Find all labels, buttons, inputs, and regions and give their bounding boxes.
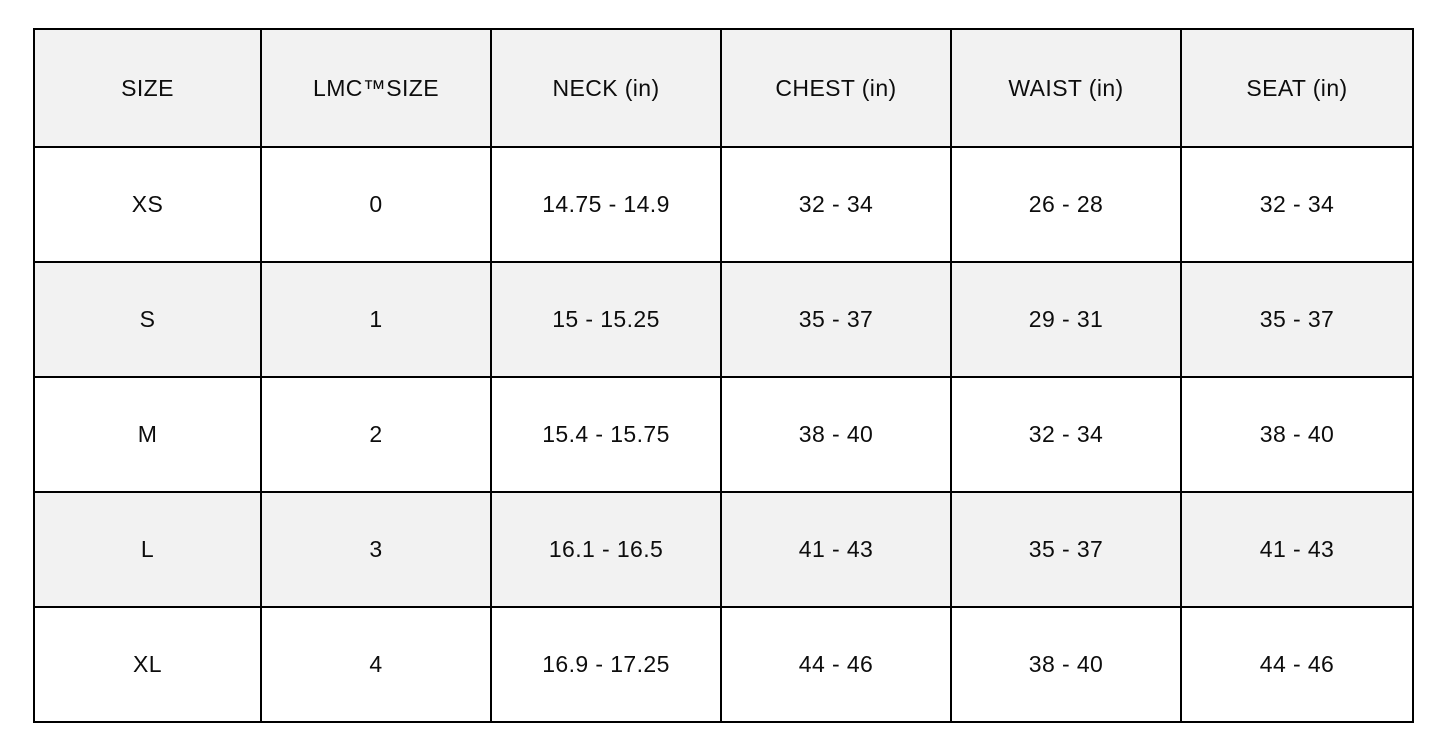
size-cell: S [33,261,262,378]
chest-cell: 32 - 34 [720,146,952,263]
column-header-neck: NECK (in) [490,28,722,148]
column-header-lmc-size: LMC™SIZE [260,28,492,148]
lmc-size-cell: 0 [260,146,492,263]
waist-cell: 26 - 28 [950,146,1182,263]
lmc-size-cell: 2 [260,376,492,493]
size-cell: M [33,376,262,493]
waist-cell: 29 - 31 [950,261,1182,378]
seat-cell: 32 - 34 [1180,146,1414,263]
table-row-s: S 1 15 - 15.25 35 - 37 29 - 31 35 - 37 [33,261,1414,378]
table-row-l: L 3 16.1 - 16.5 41 - 43 35 - 37 41 - 43 [33,491,1414,608]
column-header-size: SIZE [33,28,262,148]
column-header-waist: WAIST (in) [950,28,1182,148]
lmc-size-cell: 1 [260,261,492,378]
size-cell: L [33,491,262,608]
table-row-xl: XL 4 16.9 - 17.25 44 - 46 38 - 40 44 - 4… [33,606,1414,723]
neck-cell: 14.75 - 14.9 [490,146,722,263]
waist-cell: 32 - 34 [950,376,1182,493]
size-cell: XL [33,606,262,723]
neck-cell: 16.9 - 17.25 [490,606,722,723]
chest-cell: 35 - 37 [720,261,952,378]
seat-cell: 44 - 46 [1180,606,1414,723]
lmc-size-cell: 4 [260,606,492,723]
chest-cell: 38 - 40 [720,376,952,493]
table-row-m: M 2 15.4 - 15.75 38 - 40 32 - 34 38 - 40 [33,376,1414,493]
seat-cell: 35 - 37 [1180,261,1414,378]
neck-cell: 15 - 15.25 [490,261,722,378]
waist-cell: 38 - 40 [950,606,1182,723]
waist-cell: 35 - 37 [950,491,1182,608]
neck-cell: 15.4 - 15.75 [490,376,722,493]
neck-cell: 16.1 - 16.5 [490,491,722,608]
seat-cell: 38 - 40 [1180,376,1414,493]
column-header-chest: CHEST (in) [720,28,952,148]
column-header-seat: SEAT (in) [1180,28,1414,148]
table-row-xs: XS 0 14.75 - 14.9 32 - 34 26 - 28 32 - 3… [33,146,1414,263]
seat-cell: 41 - 43 [1180,491,1414,608]
size-cell: XS [33,146,262,263]
header-row: SIZE LMC™SIZE NECK (in) CHEST (in) WAIST… [33,28,1414,148]
lmc-size-cell: 3 [260,491,492,608]
chest-cell: 44 - 46 [720,606,952,723]
chest-cell: 41 - 43 [720,491,952,608]
size-chart-table: SIZE LMC™SIZE NECK (in) CHEST (in) WAIST… [33,28,1414,723]
